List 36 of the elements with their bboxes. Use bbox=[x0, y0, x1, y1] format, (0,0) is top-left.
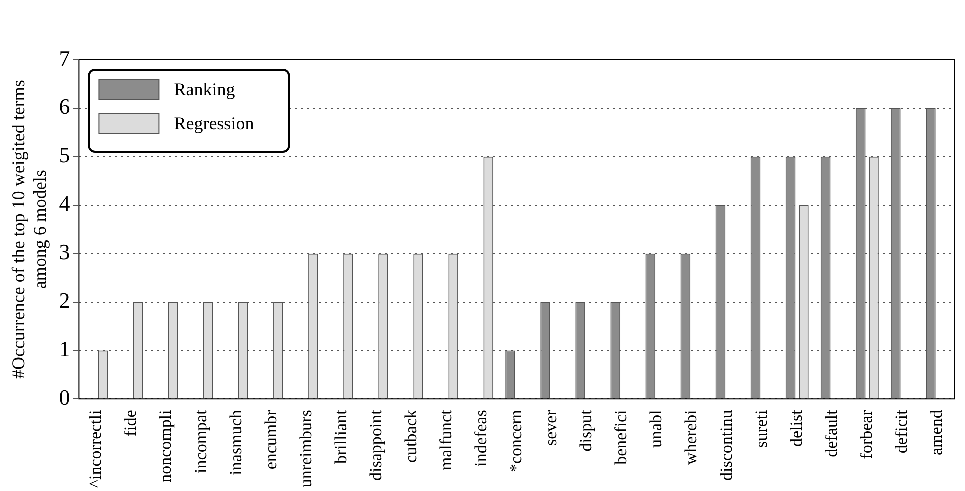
x-tick-label: indefeas bbox=[472, 410, 491, 467]
x-tick-label: cutback bbox=[401, 410, 420, 464]
y-tick-label: 4 bbox=[59, 191, 70, 216]
x-tick-label: disappoint bbox=[366, 410, 386, 482]
y-tick-label: 7 bbox=[59, 46, 70, 71]
x-tick-label: discontinu bbox=[716, 410, 736, 482]
x-tick-label: unreimburs bbox=[296, 410, 316, 488]
x-tick-label: disput bbox=[576, 410, 596, 452]
x-tick-label: delist bbox=[786, 410, 806, 448]
x-tick-label: deficit bbox=[892, 410, 911, 454]
y-axis-title: #Occurrence of the top 10 weigited terms among 6 models bbox=[8, 80, 50, 380]
x-tick-label: benefici bbox=[612, 410, 631, 465]
x-tick-label: incompat bbox=[191, 410, 210, 474]
legend-label: Ranking bbox=[174, 80, 236, 100]
x-tick-label: noncompli bbox=[156, 410, 176, 483]
x-tick-label: encumbr bbox=[261, 410, 280, 470]
y-tick-label: 6 bbox=[59, 94, 70, 120]
x-tick-label: malfunct bbox=[436, 410, 456, 471]
x-tick-label: forbear bbox=[856, 410, 876, 460]
y-tick-label: 5 bbox=[59, 142, 70, 168]
x-tick-label: fide bbox=[121, 410, 140, 437]
x-tick-label: default bbox=[822, 410, 841, 458]
y-tick-label: 3 bbox=[59, 240, 70, 265]
x-tick-label: *concern bbox=[506, 410, 526, 472]
x-tick-label: unabl bbox=[646, 410, 666, 448]
y-tick-label: 1 bbox=[59, 336, 70, 362]
y-tick-label: 2 bbox=[59, 288, 70, 314]
legend-label: Regression bbox=[174, 114, 254, 134]
x-tick-label: ^incorrectli bbox=[86, 410, 106, 488]
x-tick-label: wherebi bbox=[682, 410, 701, 465]
x-tick-label: amend bbox=[926, 410, 946, 456]
x-tick-label: sureti bbox=[752, 410, 771, 448]
x-tick-label: inasmuch bbox=[226, 410, 246, 476]
y-tick-label: 0 bbox=[59, 384, 70, 410]
x-tick-label: brilliant bbox=[331, 410, 350, 464]
x-tick-label: sever bbox=[542, 410, 561, 446]
